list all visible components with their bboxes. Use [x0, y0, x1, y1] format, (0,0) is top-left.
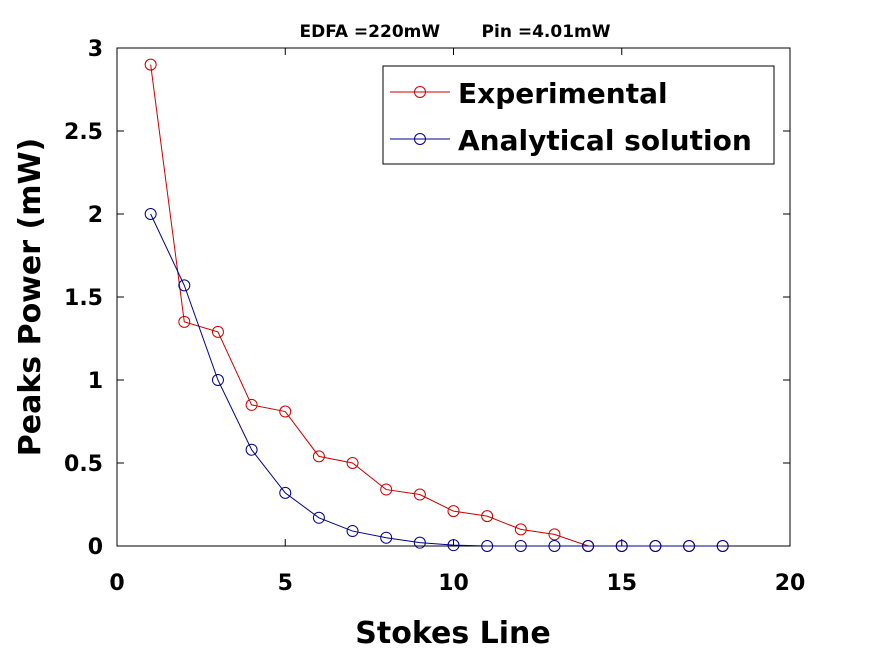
- y-tick-label-0: 0: [88, 535, 103, 560]
- data-point-0-3: [245, 398, 258, 411]
- series-1: [144, 208, 729, 552]
- data-point-0-8: [413, 488, 426, 501]
- data-point-0-4: [279, 405, 292, 418]
- data-point-1-0: [144, 208, 157, 220]
- data-point-1-14: [615, 540, 628, 552]
- legend-box: [382, 65, 775, 165]
- x-tick-label-0: 0: [109, 571, 124, 596]
- legend-marker-analytical: [414, 133, 426, 145]
- legend-marker-experimental: [414, 86, 426, 98]
- legend: Experimental Analytical solution: [382, 65, 775, 165]
- x-tick-label-2: 10: [438, 571, 469, 596]
- x-tick-label-1: 5: [278, 571, 293, 596]
- legend-label-experimental: Experimental: [458, 77, 668, 110]
- data-point-0-12: [548, 528, 561, 541]
- data-point-1-11: [514, 540, 527, 552]
- data-point-1-15: [649, 540, 662, 552]
- data-point-1-6: [346, 525, 359, 538]
- data-point-0-0: [144, 58, 157, 71]
- data-point-1-8: [413, 536, 426, 549]
- data-point-1-4: [279, 486, 292, 499]
- y-tick-label-2: 1: [88, 369, 103, 394]
- data-point-1-10: [481, 540, 494, 552]
- data-point-0-5: [312, 450, 325, 463]
- y-tick-label-3: 1.5: [64, 286, 103, 311]
- data-point-1-7: [380, 531, 393, 544]
- data-point-0-9: [447, 505, 460, 518]
- data-point-1-12: [548, 540, 561, 552]
- y-tick-label-6: 3: [88, 37, 103, 62]
- data-point-1-1: [178, 279, 191, 292]
- data-point-0-6: [346, 457, 359, 469]
- x-tick-label-4: 20: [775, 571, 806, 596]
- y-tick-label-4: 2: [88, 203, 103, 228]
- data-point-1-5: [312, 511, 325, 524]
- data-point-1-17: [716, 540, 729, 552]
- data-point-0-11: [514, 523, 527, 536]
- data-point-0-10: [481, 510, 494, 523]
- series-layer: [144, 58, 729, 552]
- data-point-0-1: [178, 315, 191, 328]
- chart-title: EDFA =220mW Pin =4.01mW: [299, 22, 610, 42]
- data-point-1-16: [683, 540, 696, 552]
- y-tick-label-5: 2.5: [64, 120, 103, 145]
- data-point-1-2: [211, 374, 224, 386]
- data-point-1-13: [582, 540, 595, 552]
- data-point-1-3: [245, 443, 258, 456]
- data-point-0-7: [380, 483, 393, 496]
- x-axis-label: Stokes Line: [355, 616, 550, 651]
- x-tick-label-3: 15: [606, 571, 637, 596]
- axis-ticks: 0 5 10 15 20 0 0.5 1 1.5 2 2.5 3: [64, 37, 805, 596]
- y-axis-label: Peaks Power (mW): [13, 138, 48, 457]
- legend-label-analytical: Analytical solution: [458, 124, 752, 157]
- data-point-0-2: [211, 325, 224, 338]
- y-tick-label-1: 0.5: [64, 452, 103, 477]
- data-point-1-9: [447, 539, 460, 552]
